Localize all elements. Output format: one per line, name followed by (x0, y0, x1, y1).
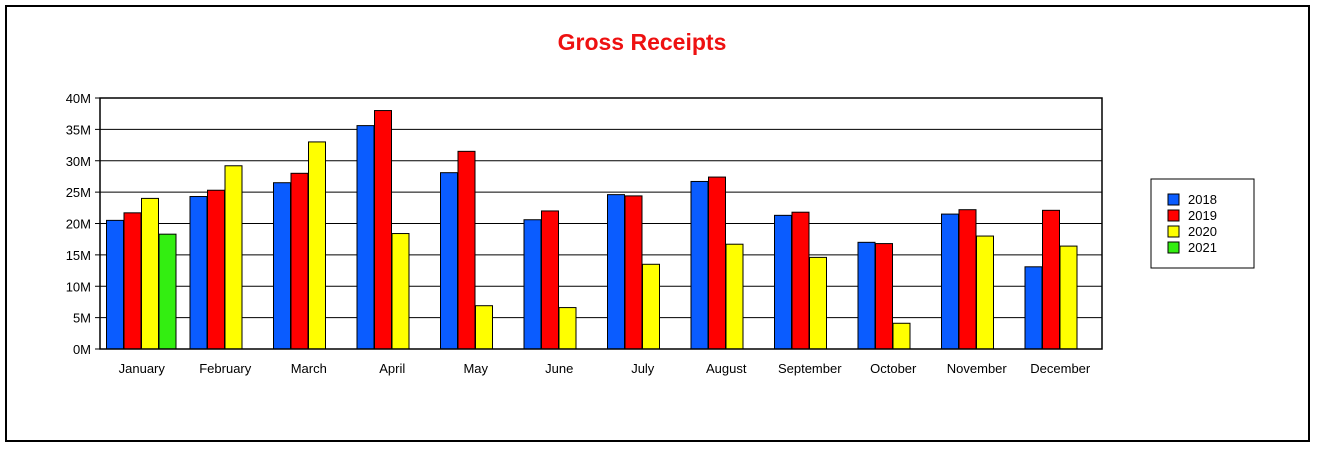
bar-2018-september (774, 214, 792, 350)
y-tick-label: 0M (73, 342, 91, 357)
chart-title: Gross Receipts (558, 29, 727, 55)
bar-2018-march (273, 182, 291, 350)
y-tick-label: 25M (66, 185, 91, 200)
axes: 0M 5M 10M 15M 20M 25M 30M 35M 40M January February… (66, 91, 1103, 376)
x-tick-label: April (379, 361, 405, 376)
bar-2021-january (158, 233, 177, 350)
bar-2018-april (356, 125, 375, 350)
bar-2020-july (642, 263, 660, 350)
bar-2020-february (224, 165, 243, 350)
y-tick-label: 20M (66, 217, 91, 232)
bar-2019-september (791, 211, 810, 350)
bar-2018-august (690, 180, 709, 350)
x-tick-label: May (463, 361, 488, 376)
bar-2018-october (857, 241, 876, 350)
bar-2020-june (558, 307, 577, 350)
bar-2019-april (374, 110, 392, 350)
y-tick-label: 5M (73, 311, 91, 326)
bar-2018-january (106, 219, 124, 350)
legend-swatch-2019 (1167, 209, 1180, 222)
x-tick-label: November (947, 361, 1008, 376)
bar-2018-july (607, 194, 625, 350)
y-tick-label: 10M (66, 279, 91, 294)
x-tick-label: September (778, 361, 842, 376)
bar-2018-june (523, 219, 542, 350)
bar-2019-march (290, 172, 309, 350)
bar-2019-may (457, 150, 476, 350)
bar-2018-may (440, 172, 458, 350)
legend-label-2020: 2020 (1188, 224, 1217, 239)
y-tick-label: 40M (66, 91, 91, 106)
bar-2019-december (1042, 209, 1060, 350)
legend-label-2021: 2021 (1188, 240, 1217, 255)
bar-2018-november (941, 213, 959, 350)
legend-label-2019: 2019 (1188, 208, 1217, 223)
grid-lines (100, 97, 1102, 319)
bar-2020-january (141, 197, 159, 350)
bar-2020-may (475, 305, 493, 350)
legend-swatch-2020 (1167, 225, 1180, 238)
bar-2020-december (1059, 245, 1078, 350)
x-tick-label: July (631, 361, 655, 376)
x-tick-label: March (291, 361, 327, 376)
bar-2019-august (708, 176, 726, 350)
bar-2019-october (875, 243, 893, 350)
bar-2019-june (541, 210, 559, 350)
x-tick-label: August (706, 361, 747, 376)
bars (106, 110, 1078, 350)
y-tick-label: 35M (66, 122, 91, 137)
bar-2019-february (207, 189, 225, 350)
bar-2018-december (1024, 266, 1043, 350)
bar-2018-february (189, 196, 208, 350)
x-tick-label: February (199, 361, 252, 376)
bar-2020-april (391, 233, 410, 350)
x-tick-label: December (1030, 361, 1091, 376)
x-tick-label: June (545, 361, 573, 376)
bar-2020-october (892, 322, 911, 350)
bar-2020-march (308, 141, 326, 350)
legend-label-2018: 2018 (1188, 192, 1217, 207)
x-tick-label: October (870, 361, 917, 376)
y-tick-label: 30M (66, 154, 91, 169)
bar-2019-november (958, 209, 977, 350)
plot-border (99, 97, 1103, 350)
legend-swatch-2021 (1167, 241, 1180, 254)
bar-2019-july (624, 195, 643, 350)
bar-2020-november (976, 235, 994, 350)
legend-swatch-2018 (1167, 193, 1180, 206)
x-tick-label: January (119, 361, 166, 376)
bar-2019-january (123, 212, 142, 350)
y-tick-label: 15M (66, 248, 91, 263)
bar-2020-september (809, 256, 827, 350)
bar-2020-august (725, 243, 744, 350)
